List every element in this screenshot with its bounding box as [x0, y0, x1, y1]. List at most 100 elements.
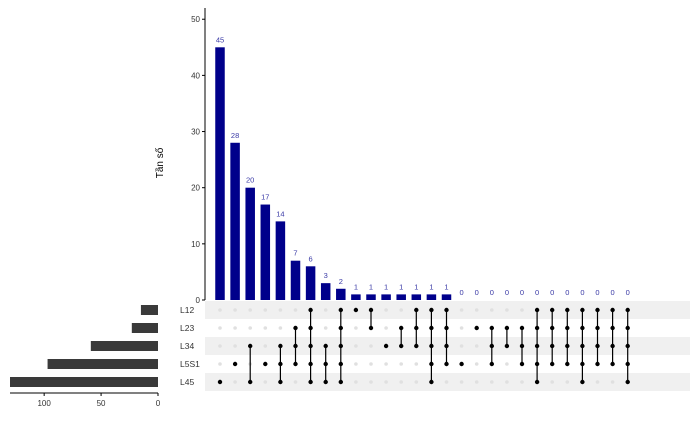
intersection-bar: [366, 294, 376, 300]
matrix-dot-empty: [595, 380, 600, 384]
intersection-value-label: 0: [626, 288, 630, 297]
intersection-bar: [441, 294, 452, 300]
matrix-dot-empty: [474, 308, 479, 312]
matrix-dot-empty: [278, 308, 283, 312]
matrix-dot-empty: [233, 326, 237, 330]
matrix-dot-empty: [293, 308, 298, 312]
intersection-value-label: 0: [535, 288, 539, 297]
matrix-dot-empty: [323, 326, 328, 330]
intersection-value-label: 28: [231, 131, 239, 140]
intersection-value-label: 0: [611, 288, 615, 297]
matrix-dot-empty: [369, 344, 373, 348]
set-size-bar: [131, 323, 158, 333]
matrix-dot-empty: [218, 344, 222, 348]
set-size-bar: [47, 359, 158, 369]
matrix-dot-filled: [353, 307, 359, 313]
matrix-dot-empty: [354, 344, 358, 348]
intersection-value-label: 0: [580, 288, 584, 297]
set-label: L23: [180, 323, 194, 333]
intersection-value-label: 3: [324, 271, 328, 280]
intersection-bar: [426, 294, 437, 300]
matrix-dot-empty: [263, 344, 268, 348]
intersection-bar: [381, 294, 391, 300]
intersection-value-label: 14: [276, 209, 284, 218]
set-size-bar: [90, 341, 158, 351]
intersection-value-label: 0: [595, 288, 599, 297]
matrix-dot-empty: [263, 380, 268, 384]
set-label: L34: [180, 341, 194, 351]
y-axis-label: Tần số: [154, 147, 166, 178]
matrix-dot-filled: [217, 379, 223, 385]
intersection-value-label: 45: [216, 35, 224, 44]
intersection-value-label: 1: [444, 282, 448, 291]
matrix-dot-empty: [565, 380, 570, 384]
intersection-value-label: 7: [293, 249, 297, 258]
intersection-bar: [305, 266, 316, 300]
matrix-dot-empty: [233, 380, 237, 384]
matrix-dot-empty: [444, 380, 449, 384]
matrix-dot-empty: [505, 308, 509, 312]
intersection-value-label: 1: [399, 282, 403, 291]
intersection-value-label: 0: [460, 288, 464, 297]
intersection-bar: [260, 204, 271, 300]
intersection-axis: 0 10 20 30 40 50: [191, 8, 206, 305]
matrix-dot-empty: [490, 380, 494, 384]
y-tick-label: 30: [191, 128, 200, 137]
matrix-dot-empty: [354, 380, 358, 384]
intersection-value-label: 1: [354, 282, 358, 291]
intersection-value-label: 0: [505, 288, 509, 297]
intersection-value-label: 2: [339, 277, 343, 286]
intersection-value-label: 20: [246, 176, 254, 185]
set-label: L12: [180, 305, 194, 315]
matrix-dot-empty: [218, 326, 222, 330]
matrix-dot-empty: [263, 308, 268, 312]
intersection-bar: [351, 294, 361, 300]
intersection-value-label: 1: [369, 282, 373, 291]
matrix-dot-empty: [233, 308, 237, 312]
intersection-value-label: 0: [475, 288, 479, 297]
intersection-value-label: 6: [309, 254, 313, 263]
matrix-dot-empty: [354, 362, 358, 366]
matrix-dot-empty: [278, 326, 283, 330]
intersection-value-label: 17: [261, 193, 269, 202]
intersection-matrix: L12 L23 L34 L5S1 L45: [180, 305, 630, 387]
y-tick-label: 10: [191, 240, 200, 249]
matrix-dot-filled: [459, 361, 464, 367]
matrix-dot-empty: [248, 308, 252, 312]
matrix-dot-empty: [459, 344, 464, 348]
intersection-value-label: 1: [414, 282, 418, 291]
intersection-value-label: 1: [384, 282, 388, 291]
intersection-bar-labels: 45 28 20 17 14 7 6 3 2 1 1 1 1 1 1 1 0 0 0 0 0 0 0 0 0 0 0 0: [216, 35, 630, 297]
matrix-dot-empty: [233, 344, 237, 348]
matrix-dot-empty: [414, 362, 419, 366]
intersection-bar: [320, 283, 331, 300]
matrix-dot-empty: [263, 326, 268, 330]
matrix-dot-filled: [474, 325, 479, 331]
matrix-dot-empty: [384, 380, 388, 384]
matrix-dot-empty: [369, 362, 373, 366]
intersection-bars: [215, 47, 452, 300]
matrix-dot-empty: [399, 380, 404, 384]
y-tick-label: 40: [191, 71, 200, 80]
intersection-value-label: 0: [490, 288, 494, 297]
set-size-bar: [140, 305, 158, 315]
matrix-dot-empty: [505, 380, 509, 384]
intersection-value-label: 1: [429, 282, 433, 291]
matrix-dot-empty: [384, 362, 388, 366]
matrix-dot-empty: [490, 308, 494, 312]
set-label: L5S1: [180, 359, 200, 369]
set-size-bar: [10, 377, 158, 387]
matrix-dot-empty: [218, 308, 222, 312]
intersection-bar: [290, 260, 301, 300]
intersection-bar: [275, 221, 286, 300]
intersection-value-label: 0: [520, 288, 524, 297]
matrix-dot-empty: [474, 380, 479, 384]
matrix-dot-empty: [384, 308, 388, 312]
matrix-dot-empty: [459, 380, 464, 384]
intersection-bar: [245, 187, 255, 300]
matrix-dot-empty: [384, 326, 388, 330]
matrix-dot-empty: [399, 362, 404, 366]
intersection-bar: [411, 294, 422, 300]
